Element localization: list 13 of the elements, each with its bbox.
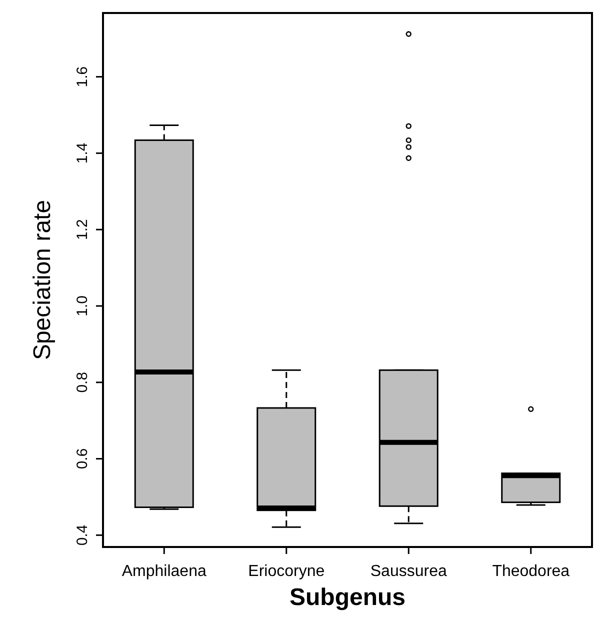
x-tick-label: Saussurea	[370, 563, 447, 580]
y-tick-label: 0.6	[74, 448, 91, 470]
y-tick-label: 0.4	[74, 524, 91, 546]
y-axis-title: Speciation rate	[29, 200, 56, 360]
x-axis-title: Subgenus	[289, 584, 406, 611]
y-tick-label: 1.0	[74, 296, 91, 316]
y-tick-label: 1.4	[74, 142, 91, 164]
x-tick-label: Eriocoryne	[248, 563, 325, 580]
y-tick-label: 1.2	[74, 219, 91, 240]
x-tick-label: Amphilaena	[122, 563, 206, 580]
y-tick-label: 1.6	[74, 66, 91, 88]
y-tick-label: 0.8	[74, 372, 91, 393]
x-tick-label: Theodorea	[492, 563, 570, 580]
